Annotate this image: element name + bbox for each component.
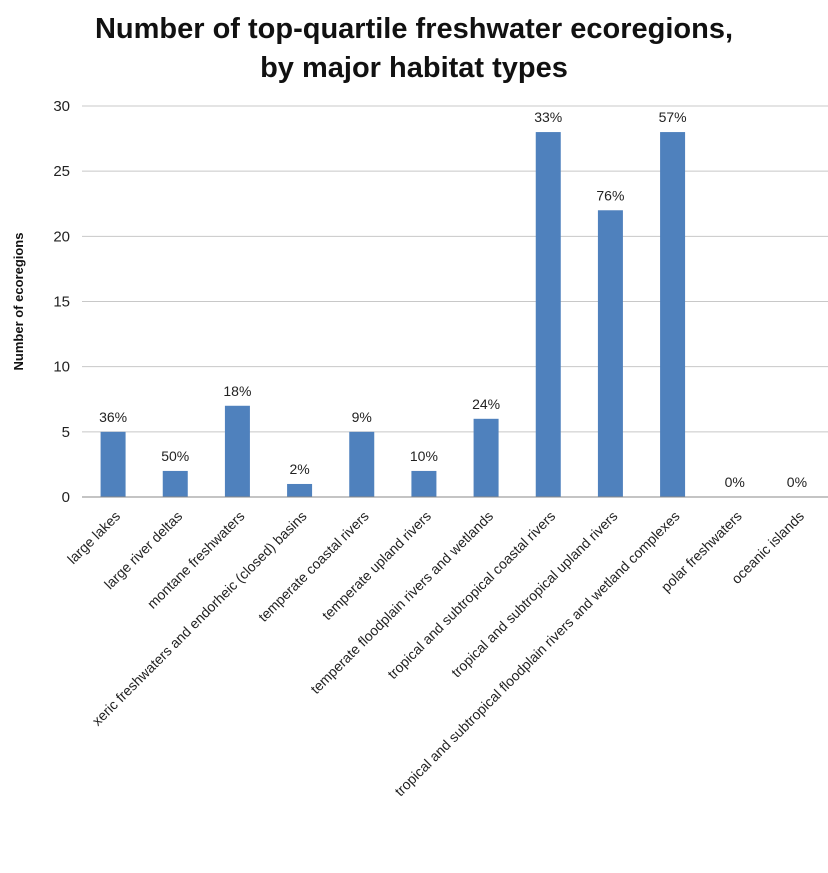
data-label: 76% [596,187,624,203]
y-tick-label: 5 [62,424,70,441]
x-category-label: temperate upland rivers [319,508,434,623]
data-label: 18% [223,383,251,399]
bar [224,405,250,497]
x-category-label: temperate coastal rivers [255,508,372,625]
data-label: 33% [534,109,562,125]
bar [535,132,561,498]
y-tick-label: 20 [53,228,70,245]
data-label: 0% [725,474,745,490]
gridlines [82,105,828,433]
bar [473,418,499,497]
y-tick-label: 10 [53,359,70,376]
y-tick-label: 30 [53,98,70,115]
bar [597,210,623,497]
data-label: 57% [659,109,687,125]
chart-title: Number of top-quartile freshwater ecoreg… [94,13,734,84]
data-label: 50% [161,448,189,464]
data-label: 2% [289,461,309,477]
x-category-label: xeric freshwaters and endorheic (closed)… [89,508,310,729]
data-label: 24% [472,396,500,412]
y-tick-label: 25 [53,163,70,180]
data-label: 36% [99,409,127,425]
x-category-label: large lakes [64,508,123,567]
data-label: 0% [787,474,807,490]
x-category-label: tropical and subtropical floodplain rive… [391,508,682,799]
y-tick-label: 0 [62,489,70,506]
bar [660,132,686,498]
y-axis-label: Number of ecoregions [11,233,26,371]
bar [287,483,313,497]
data-label: 9% [352,409,372,425]
bars [100,132,686,498]
y-tick-label: 15 [53,294,70,311]
y-tick-labels: 0 5 10 15 20 25 30 [53,98,70,506]
bar [162,470,188,497]
bar [411,470,437,497]
bar [100,431,126,497]
bar [349,431,375,497]
data-labels: 36% 50% 18% 2% 9% 10% 24% 33% 76% 57% 0% 0% [99,109,807,490]
data-label: 10% [410,448,438,464]
